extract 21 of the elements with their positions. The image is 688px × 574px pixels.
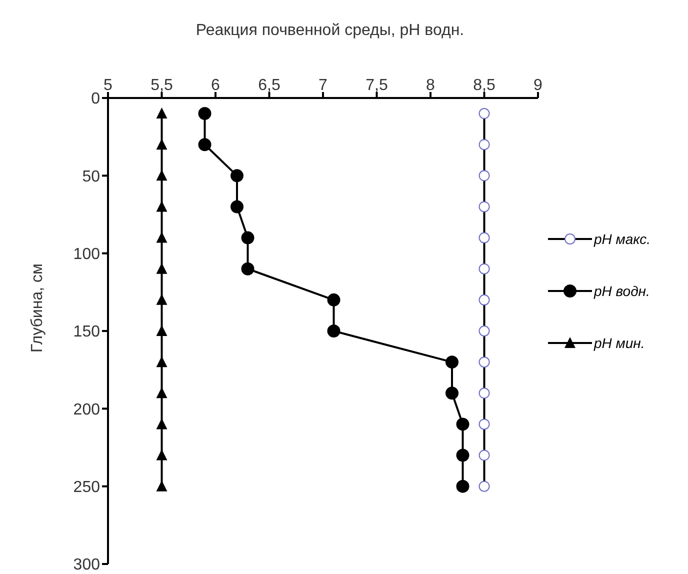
x-tick-label: 5,5 [150,77,173,94]
x-tick-label: 5 [104,77,113,94]
x-tick-label: 9 [534,77,543,94]
legend-label: pH макс. [594,231,651,247]
x-tick-label: 8 [426,77,436,94]
x-axis-title: Реакция почвенной среды, pH водн. [194,22,466,40]
x-tick-label: 6,5 [258,77,280,94]
x-tick-label: 7 [318,77,328,94]
y-tick-label: 200 [73,401,100,418]
legend-label: pH водн. [594,283,650,299]
y-tick-label: 300 [73,556,100,574]
y-tick-label: 250 [73,479,100,496]
y-tick-label: 100 [73,246,100,264]
legend-label: pH мин. [594,335,645,351]
y-tick-label: 50 [82,168,100,186]
x-tick-label: 7,5 [366,77,388,94]
y-axis-title: Глубина, см [29,263,47,353]
y-tick-label: 0 [91,90,100,108]
x-tick-label: 6 [211,77,220,94]
y-tick-label: 150 [73,324,100,341]
x-tick-label: 8,5 [473,77,496,94]
